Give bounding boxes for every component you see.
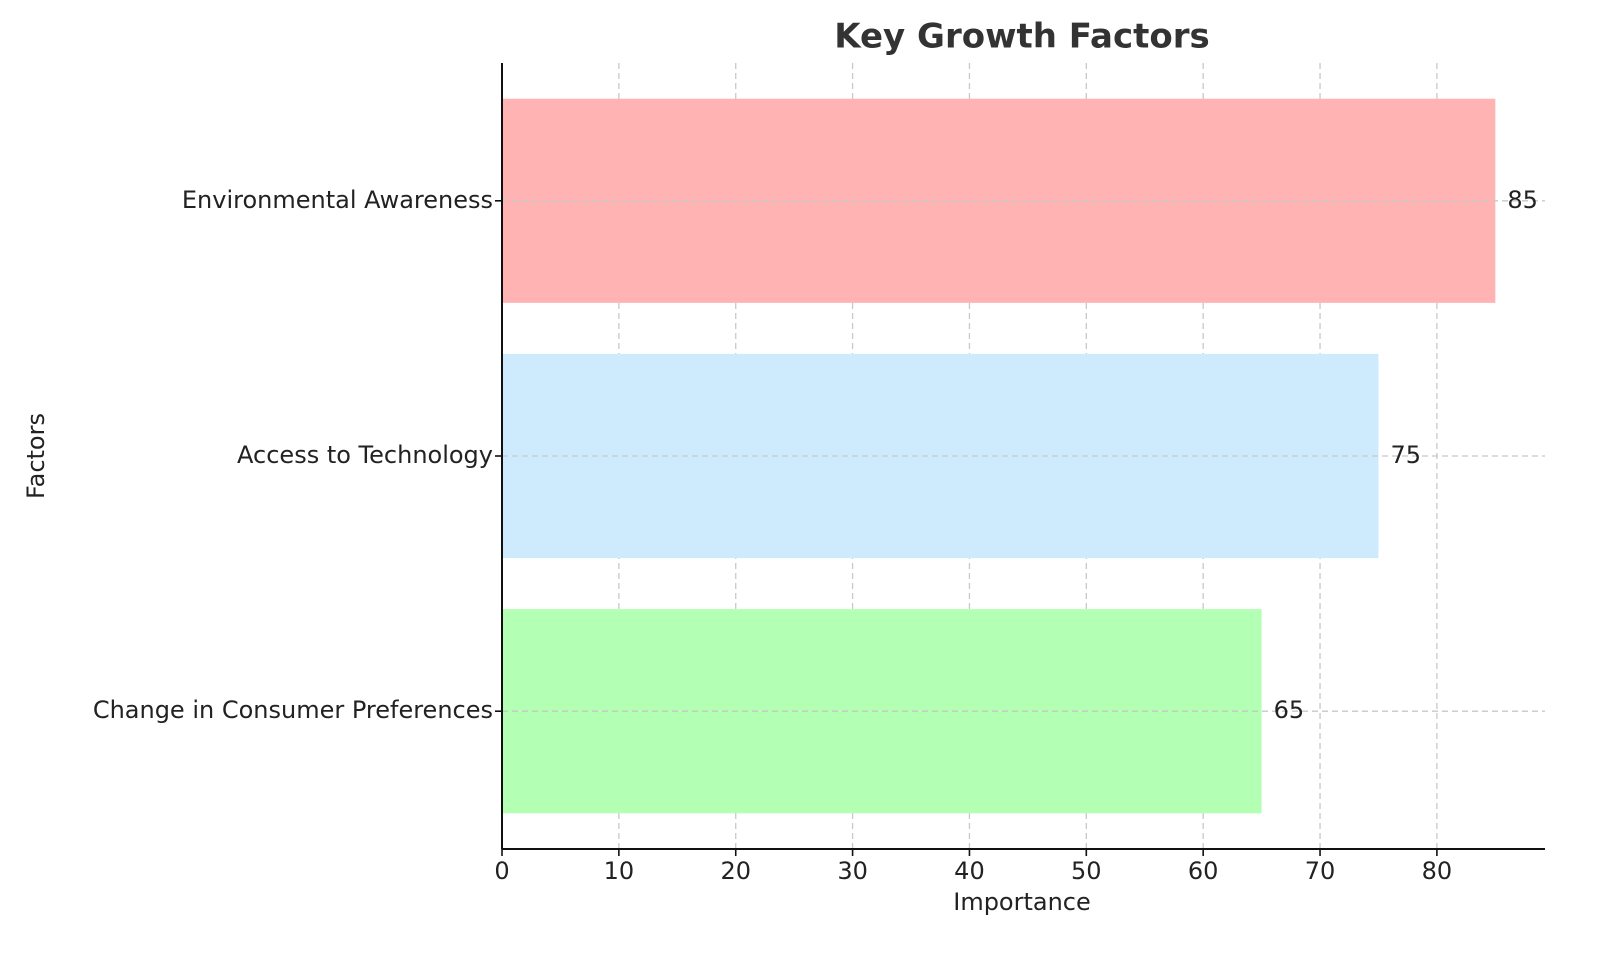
value-label: 75 <box>1390 441 1421 469</box>
x-tick-label: 10 <box>604 857 635 885</box>
y-tick-label: Environmental Awareness <box>182 186 493 214</box>
value-label: 65 <box>1274 696 1305 724</box>
x-tick-label: 20 <box>720 857 751 885</box>
x-tick-label: 30 <box>837 857 868 885</box>
y-tick-label: Access to Technology <box>237 441 493 469</box>
x-tick-label: 0 <box>494 857 509 885</box>
y-axis-label: Factors <box>22 413 50 499</box>
chart-title: Key Growth Factors <box>834 17 1210 57</box>
x-tick-label: 80 <box>1422 857 1453 885</box>
value-label: 85 <box>1507 186 1538 214</box>
x-tick-label: 40 <box>954 857 985 885</box>
y-tick-label: Change in Consumer Preferences <box>93 696 493 724</box>
x-tick-label: 60 <box>1188 857 1219 885</box>
x-axis-label: Importance <box>953 888 1091 916</box>
x-tick-label: 50 <box>1071 857 1102 885</box>
x-tick-label: 70 <box>1305 857 1336 885</box>
